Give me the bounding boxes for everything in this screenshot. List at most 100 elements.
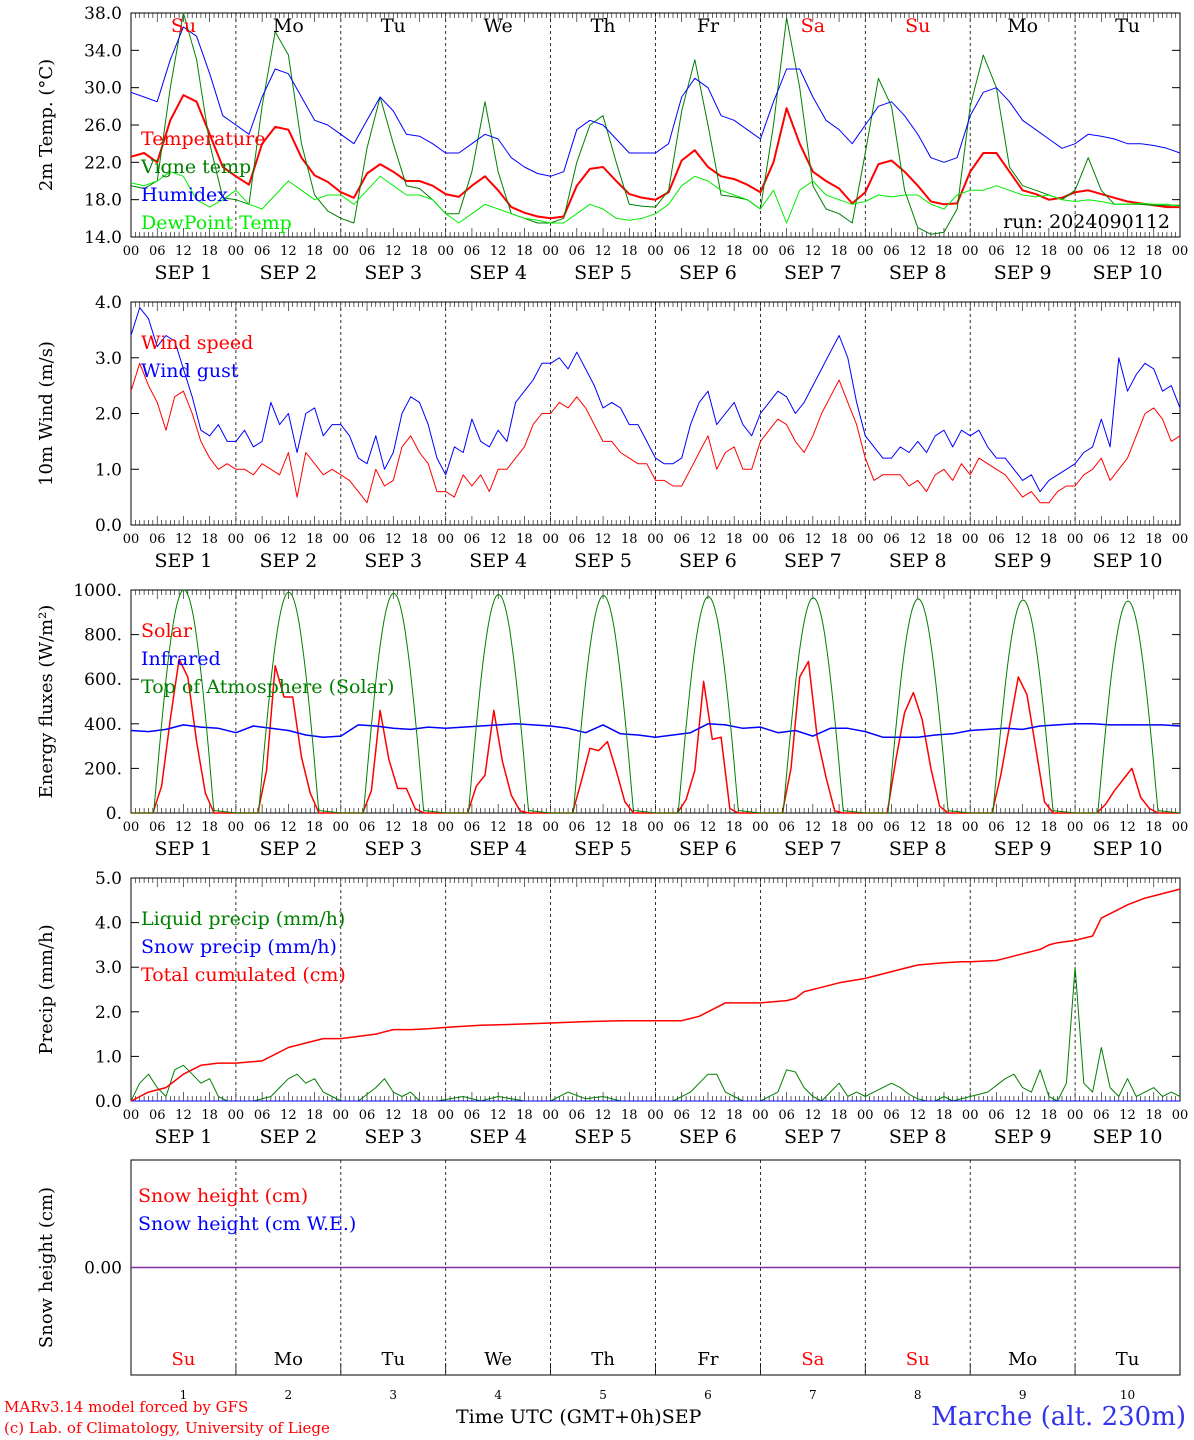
hour-tick-label: 06 [988,244,1005,259]
series-line-top-of-atmosphere-solar [131,589,1181,814]
hour-tick-label: 00 [962,532,979,547]
hour-tick-label: 18 [1041,820,1058,835]
hour-tick-label: 00 [333,532,350,547]
date-label: SEP 6 [679,262,737,284]
legend-entry: Total cumulated (cm) [141,964,346,986]
weekday-label: Th [591,1349,615,1370]
time-axis-month: SEP [661,1406,702,1428]
hour-tick-label: 00 [962,1108,979,1123]
date-label: SEP 3 [364,838,422,860]
hour-tick-label: 06 [1093,244,1110,259]
y-tick-label: 0.00 [84,1259,122,1279]
hour-tick-label: 06 [883,244,900,259]
hour-tick-label: 00 [647,244,664,259]
series-line-infrared [130,723,1181,738]
y-tick-label: 38.0 [84,4,122,24]
hour-tick-label: 12 [805,532,822,547]
hour-tick-label: 12 [490,532,507,547]
legend-entry: Snow height (cm W.E.) [138,1213,356,1235]
hour-tick-label: 06 [254,820,271,835]
y-tick-label: 22.0 [84,153,122,173]
day-number: 2 [285,1388,293,1402]
hour-tick-label: 00 [1067,532,1084,547]
hour-tick-label: 12 [280,820,297,835]
weekday-label: Su [906,1349,930,1370]
y-tick-label: 800. [84,626,122,646]
hour-tick-label: 06 [254,1108,271,1123]
y-axis-label: 10m Wind (m/s) [36,341,57,486]
hour-tick-label: 00 [647,1108,664,1123]
legend-entry: Wind speed [141,332,253,354]
series-line-vigne-temp [130,12,1180,235]
hour-tick-label: 12 [700,244,717,259]
legend-entry: Humidex [141,184,228,206]
hour-tick-label: 18 [1146,532,1163,547]
date-label: SEP 8 [889,838,947,860]
hour-tick-label: 00 [857,532,874,547]
hour-tick-label: 00 [857,1108,874,1123]
y-tick-label: 400. [84,715,122,735]
hour-tick-label: 18 [201,532,218,547]
hour-tick-label: 00 [1067,244,1084,259]
legend-entry: Top of Atmosphere (Solar) [141,676,394,698]
y-tick-label: 26.0 [84,116,122,136]
hour-tick-label: 00 [857,244,874,259]
hour-tick-label: 00 [752,1108,769,1123]
legend-entry: Wind gust [141,360,239,382]
hour-tick-label: 00 [437,532,454,547]
hour-tick-label: 12 [1119,1108,1136,1123]
hour-tick-label: 06 [464,1108,481,1123]
weekday-label: We [484,15,513,37]
hour-tick-label: 00 [962,244,979,259]
hour-tick-label: 00 [1067,820,1084,835]
hour-tick-label: 12 [595,244,612,259]
day-number: 1 [180,1388,188,1402]
date-label: SEP 2 [259,1126,317,1148]
hour-tick-label: 18 [411,532,428,547]
hour-tick-label: 00 [542,244,559,259]
hour-tick-label: 00 [647,532,664,547]
hour-tick-label: 12 [700,1108,717,1123]
hour-tick-label: 06 [988,820,1005,835]
day-number: 4 [494,1388,502,1402]
date-label: SEP 1 [155,838,213,860]
weekday-label: Tu [381,1349,405,1370]
hour-tick-label: 06 [254,532,271,547]
legend-entry: Snow height (cm) [138,1185,308,1207]
day-number: 9 [1019,1388,1027,1402]
weekday-label: Tu [1115,15,1140,37]
legend-entry: Liquid precip (mm/h) [141,908,345,930]
panel-5: 0.00 Snow height (cm) Snow height (cm) Snow… [36,1159,1181,1402]
date-label: SEP 3 [364,1126,422,1148]
hour-tick-label: 12 [385,1108,402,1123]
y-tick-label: 4.0 [95,293,122,313]
hour-tick-label: 18 [516,1108,533,1123]
hour-tick-label: 00 [437,820,454,835]
date-label: SEP 7 [784,838,842,860]
hour-tick-label: 12 [1014,532,1031,547]
hour-tick-label: 00 [333,820,350,835]
weekday-label: Su [171,15,196,37]
hour-tick-label: 12 [490,820,507,835]
weekday-label: Sa [801,15,825,37]
hour-tick-label: 06 [988,532,1005,547]
date-label: SEP 5 [574,1126,632,1148]
hour-tick-label: 00 [123,532,140,547]
y-tick-label: 1.0 [95,1047,122,1067]
series-line-humidex [130,26,1181,177]
hour-tick-label: 06 [464,532,481,547]
date-label: SEP 7 [784,1126,842,1148]
y-tick-label: 0.0 [95,516,122,536]
date-label: SEP 10 [1093,1126,1163,1148]
date-label: SEP 1 [155,550,213,572]
date-label: SEP 8 [889,1126,947,1148]
time-axis-title: Time UTC (GMT+0h)SEP [456,1406,701,1428]
hour-tick-label: 06 [778,820,795,835]
hour-tick-label: 12 [490,1108,507,1123]
hour-tick-label: 06 [254,244,271,259]
weekday-label: Mo [274,1349,303,1370]
hour-tick-label: 06 [1093,532,1110,547]
hour-tick-label: 00 [123,1108,140,1123]
date-label: SEP 10 [1093,838,1163,860]
